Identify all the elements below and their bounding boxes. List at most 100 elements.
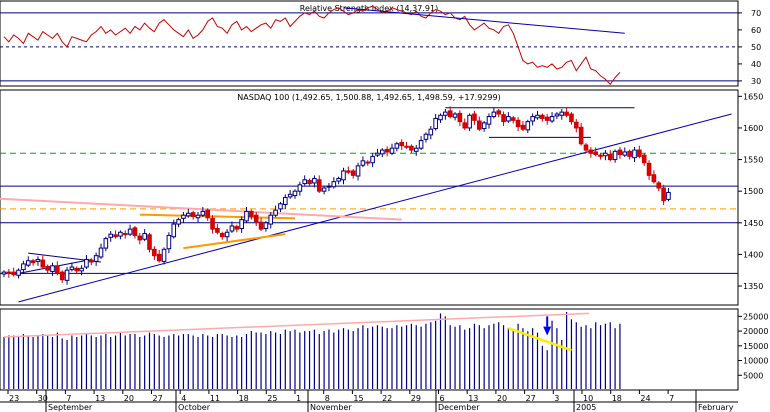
x-day-label: 13 [95,394,105,403]
candle-body [462,122,468,129]
price-trendline-1 [0,197,402,221]
x-day-label: 7 [669,394,674,403]
x-day-label: 23 [9,394,19,403]
x-day-label: 27 [153,394,163,403]
candle-body [506,116,511,122]
price-tick-label: 1500 [743,187,763,196]
x-day-label: 3 [554,394,559,403]
candle-body [118,231,123,237]
candle-body [564,111,569,116]
volume-tick-label: 5000 [743,371,763,380]
candle-body [399,141,404,147]
candle-body [64,269,70,281]
x-day-label: 11 [210,394,220,403]
candle-body [443,111,448,116]
candle-body [287,193,293,198]
rsi-tick-label: 50 [751,43,761,52]
candle-body [588,149,594,154]
candle-body [59,271,65,281]
x-month-label: February [698,403,734,412]
candle-body [210,217,215,230]
candle-body [574,121,579,129]
x-day-label: 24 [640,394,650,403]
candle-body [336,178,341,182]
candle-body [152,248,157,257]
rsi-frame [0,0,739,87]
candle-body [171,223,177,238]
price-trendline-4 [18,258,92,274]
x-day-label: 20 [497,394,507,403]
x-day-label: 6 [440,394,445,403]
candle-body [569,113,574,123]
candle-body [35,258,41,262]
rsi-tick-label: 60 [751,26,761,35]
candle-body [515,119,521,128]
price-tick-label: 1350 [743,282,763,291]
candle-body [186,212,191,217]
candle-body [98,247,104,258]
candle-body [283,197,288,205]
candle-body [205,209,210,219]
candle-body [273,209,278,216]
candle-body [244,210,249,222]
candle-body [25,260,31,266]
price-tick-label: 1550 [743,156,763,165]
candle-body [559,111,565,116]
candle-body [122,233,128,236]
candle-body [413,147,419,152]
candle-body [127,228,133,235]
candle-body [156,253,162,262]
candle-body [535,114,540,119]
candle-body [428,128,434,136]
candle-body [380,149,385,155]
candle-body [113,234,118,238]
candle-body [481,122,487,130]
candle-body [404,145,409,148]
candle-body [292,190,298,197]
candle-body [6,271,12,274]
candle-body [525,121,531,131]
x-month-label: October [178,403,211,412]
candle-body [45,265,50,271]
candle-body [549,116,555,122]
candle-body [176,219,181,225]
candle-body [384,148,390,153]
candle-body [607,154,613,161]
candle-body [472,113,477,121]
x-month-label: November [310,403,352,412]
candle-body [447,110,453,118]
candle-body [467,114,472,129]
candle-body [263,222,269,229]
price-tick-label: 1450 [743,219,763,228]
candle-body [229,225,235,232]
candle-body [30,260,36,264]
candle-body [249,210,254,217]
volume-arrow-icon [543,326,552,336]
price-frame [0,89,739,306]
candle-body [326,185,332,188]
x-day-label: 29 [411,394,421,403]
candle-body [181,214,186,219]
candle-body [312,178,317,184]
candle-body [302,179,307,185]
volume-tick-label: 25000 [743,312,768,321]
candle-body [350,170,356,176]
candle-body [16,269,21,276]
volume-annotation-line [507,326,572,352]
candle-body [1,271,7,275]
volume-frame [0,308,739,391]
candle-body [496,110,501,115]
candle-body [360,160,366,166]
x-day-label: 25 [267,394,277,403]
volume-tick-label: 20000 [743,327,768,336]
candle-body [622,151,628,156]
candle-body [258,221,264,230]
candle-body [646,162,652,176]
price-tick-label: 1650 [743,92,763,101]
candle-body [79,267,84,272]
candle-body [108,233,114,238]
candle-body [375,152,380,156]
rsi-tick-label: 70 [751,9,761,18]
candle-body [215,227,220,233]
